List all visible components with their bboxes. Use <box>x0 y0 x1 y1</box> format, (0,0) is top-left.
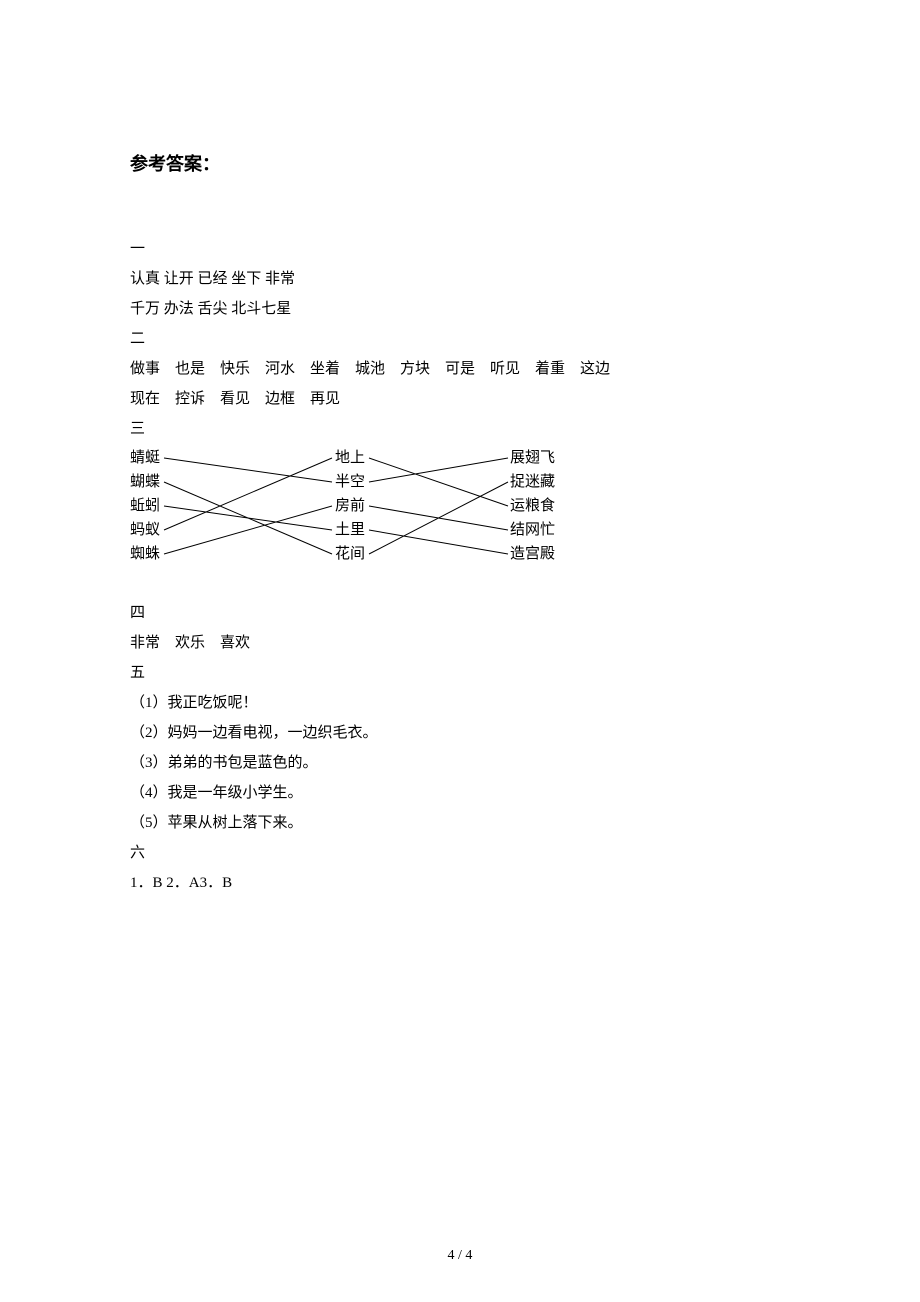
match-line <box>164 506 332 554</box>
match-left-item: 蚯蚓 <box>130 494 160 518</box>
match-col-1: 蜻蜓蝴蝶蚯蚓蚂蚁蜘蛛 <box>130 446 160 566</box>
section-1: 一 认真 让开 已经 坐下 非常 千万 办法 舌尖 北斗七星 <box>130 234 790 324</box>
section-row: 千万 办法 舌尖 北斗七星 <box>130 294 790 324</box>
section-row: 1．B 2．A3．B <box>130 868 790 898</box>
section-3: 三 蜻蜓蝴蝶蚯蚓蚂蚁蜘蛛 地上半空房前土里花间 展翅飞捉迷藏运粮食结网忙造宫殿 <box>130 414 790 596</box>
match-line <box>164 458 332 530</box>
match-left-item: 蜘蛛 <box>130 542 160 566</box>
section-row: 认真 让开 已经 坐下 非常 <box>130 264 790 294</box>
section-row: 现在 控诉 看见 边框 再见 <box>130 384 790 414</box>
match-line <box>369 458 508 482</box>
match-right-item: 结网忙 <box>510 518 555 542</box>
section-4: 四 非常 欢乐 喜欢 <box>130 598 790 658</box>
section-heading: 五 <box>130 658 790 688</box>
match-line <box>369 530 508 554</box>
list-item: （1）我正吃饭呢！ <box>130 688 790 718</box>
match-right-item: 造宫殿 <box>510 542 555 566</box>
match-right-item: 运粮食 <box>510 494 555 518</box>
match-mid-item: 花间 <box>335 542 365 566</box>
section-heading: 一 <box>130 234 790 264</box>
section-heading: 六 <box>130 838 790 868</box>
list-item: （2）妈妈一边看电视，一边织毛衣。 <box>130 718 790 748</box>
match-col-2: 地上半空房前土里花间 <box>335 446 365 566</box>
match-left-item: 蚂蚁 <box>130 518 160 542</box>
section-5: 五 （1）我正吃饭呢！ （2）妈妈一边看电视，一边织毛衣。 （3）弟弟的书包是蓝… <box>130 658 790 838</box>
match-line <box>164 506 332 530</box>
section-row: 非常 欢乐 喜欢 <box>130 628 790 658</box>
match-left-item: 蜻蜓 <box>130 446 160 470</box>
section-heading: 二 <box>130 324 790 354</box>
list-item: （3）弟弟的书包是蓝色的。 <box>130 748 790 778</box>
list-item: （5）苹果从树上落下来。 <box>130 808 790 838</box>
matching-diagram: 蜻蜓蝴蝶蚯蚓蚂蚁蜘蛛 地上半空房前土里花间 展翅飞捉迷藏运粮食结网忙造宫殿 <box>130 446 790 596</box>
match-line <box>369 482 508 554</box>
section-row: 做事 也是 快乐 河水 坐着 城池 方块 可是 听见 着重 这边 <box>130 354 790 384</box>
page-number: 4 / 4 <box>0 1248 920 1264</box>
section-heading: 三 <box>130 414 790 444</box>
match-mid-item: 土里 <box>335 518 365 542</box>
match-right-item: 展翅飞 <box>510 446 555 470</box>
match-col-3: 展翅飞捉迷藏运粮食结网忙造宫殿 <box>510 446 555 566</box>
match-line <box>164 458 332 482</box>
section-6: 六 1．B 2．A3．B <box>130 838 790 898</box>
section-heading: 四 <box>130 598 790 628</box>
match-mid-item: 房前 <box>335 494 365 518</box>
match-mid-item: 半空 <box>335 470 365 494</box>
page: 参考答案： 一 认真 让开 已经 坐下 非常 千万 办法 舌尖 北斗七星 二 做… <box>0 0 920 1302</box>
page-title: 参考答案： <box>130 150 790 176</box>
match-left-item: 蝴蝶 <box>130 470 160 494</box>
match-right-item: 捉迷藏 <box>510 470 555 494</box>
match-line <box>369 458 508 506</box>
section-2: 二 做事 也是 快乐 河水 坐着 城池 方块 可是 听见 着重 这边 现在 控诉… <box>130 324 790 414</box>
match-mid-item: 地上 <box>335 446 365 470</box>
list-item: （4）我是一年级小学生。 <box>130 778 790 808</box>
